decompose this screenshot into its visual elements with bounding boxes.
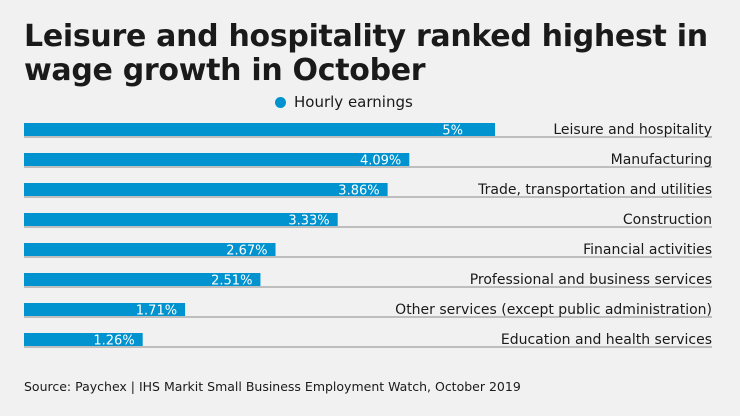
- data-label: 5%: [442, 124, 463, 139]
- legend-marker-icon: [275, 96, 286, 108]
- source-note: Source: Paychex | IHS Markit Small Busin…: [24, 379, 521, 394]
- bar: [24, 243, 276, 256]
- bar: [24, 123, 495, 136]
- data-label: 1.71%: [136, 304, 177, 319]
- chart-title: Leisure and hospitality ranked highest i…: [24, 19, 708, 88]
- bar: [24, 213, 338, 226]
- category-label: Construction: [623, 212, 712, 228]
- bar: [24, 303, 186, 316]
- legend: Hourly earnings: [275, 93, 413, 111]
- bar: [24, 153, 410, 166]
- category-label: Trade, transportation and utilities: [477, 182, 712, 198]
- data-label: 1.26%: [93, 334, 134, 349]
- legend-label: Hourly earnings: [294, 93, 413, 111]
- bar: [24, 183, 388, 196]
- data-label: 3.86%: [338, 184, 379, 199]
- bar: [24, 273, 261, 286]
- category-label: Professional and business services: [470, 272, 712, 288]
- data-label: 2.67%: [226, 244, 267, 259]
- data-label: 4.09%: [360, 154, 401, 169]
- bar: [24, 333, 143, 346]
- category-label: Other services (except public administra…: [395, 302, 712, 318]
- category-label: Leisure and hospitality: [553, 122, 712, 138]
- data-label: 2.51%: [211, 274, 252, 289]
- category-label: Manufacturing: [611, 152, 712, 168]
- category-label: Education and health services: [501, 332, 712, 348]
- category-label: Financial activities: [583, 242, 712, 258]
- data-label: 3.33%: [288, 214, 329, 229]
